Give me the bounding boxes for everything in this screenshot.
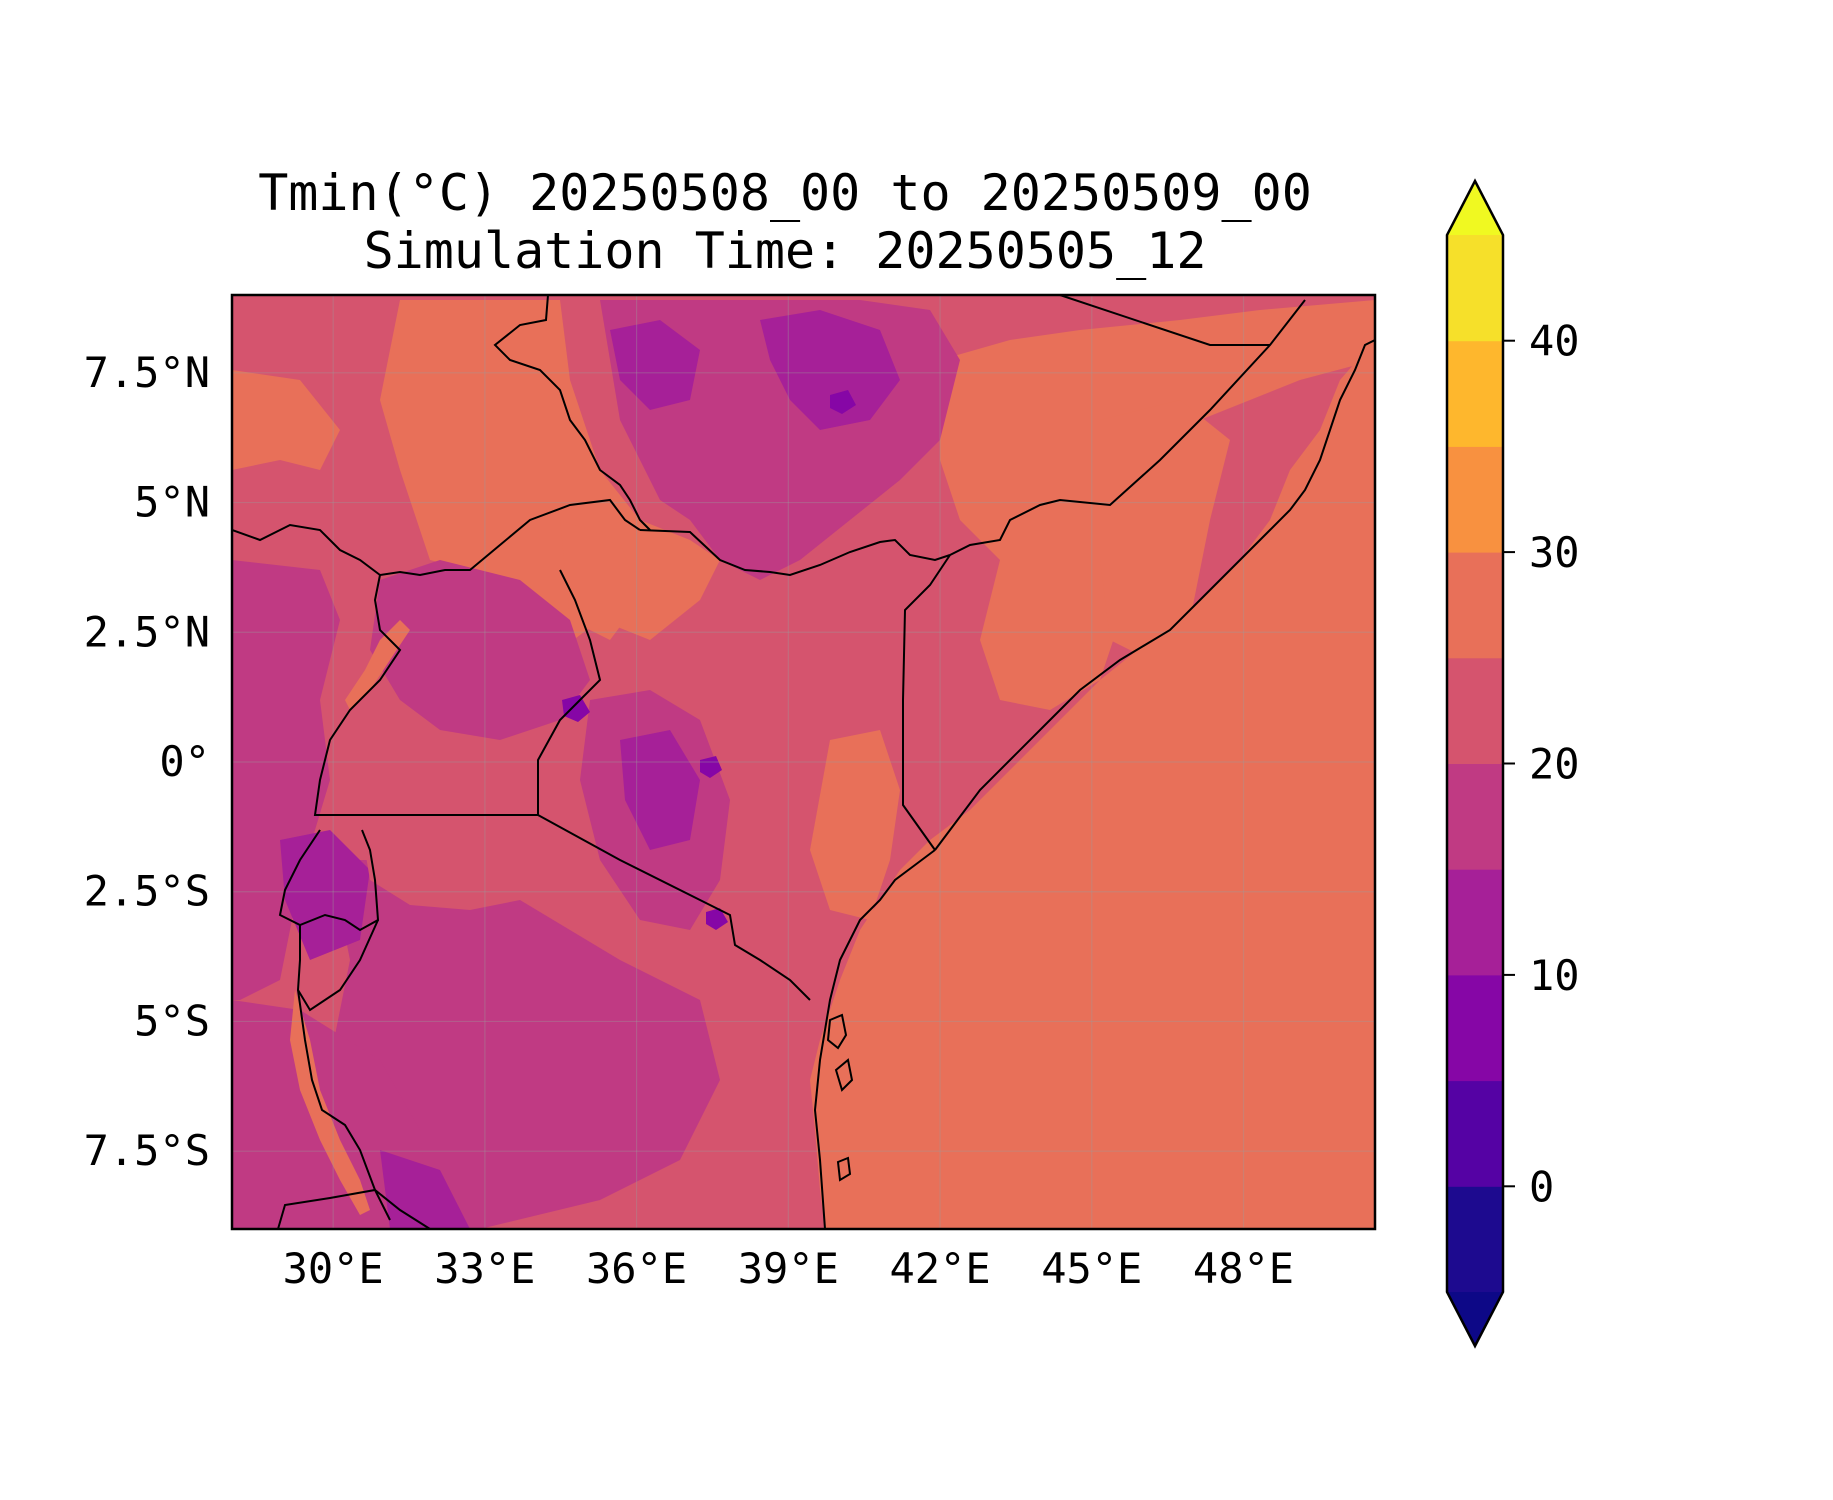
lon-tick-label: 45°E bbox=[1041, 1244, 1142, 1293]
border-tanganyika-west bbox=[297, 989, 391, 1221]
warm-zone-kenya-east bbox=[810, 730, 900, 920]
map-grid bbox=[232, 295, 1375, 1229]
border-sudan-south-sudan bbox=[493, 295, 651, 531]
colorbar-band bbox=[1447, 446, 1503, 553]
cold-pocket-kenya-mt bbox=[700, 756, 722, 778]
longitude-tick-labels: 30°E 33°E 36°E 39°E 42°E 45°E 48°E bbox=[283, 1244, 1295, 1293]
cool-zone-west bbox=[232, 560, 340, 1000]
lat-tick-label: 7.5°S bbox=[84, 1126, 210, 1175]
lon-tick-label: 36°E bbox=[586, 1244, 687, 1293]
lat-tick-label: 5°N bbox=[134, 478, 210, 527]
cold-pocket-kenya bbox=[620, 730, 700, 850]
border-kenya-somalia bbox=[902, 554, 951, 851]
colorbar-band bbox=[1447, 1186, 1503, 1293]
colorbar-band bbox=[1447, 552, 1503, 659]
colorbar-band bbox=[1447, 974, 1503, 1082]
colorbar-band bbox=[1447, 235, 1503, 342]
colorbar-band bbox=[1447, 1080, 1503, 1187]
cold-pocket-ethiopia bbox=[760, 310, 900, 430]
warm-zone-uganda-north bbox=[560, 520, 640, 640]
country-borders bbox=[232, 295, 1375, 1229]
colorbar-under-extension bbox=[1447, 1292, 1503, 1346]
lon-tick-label: 42°E bbox=[889, 1244, 990, 1293]
map-panel bbox=[232, 295, 1375, 1229]
title-line-1: Tmin(°C) 20250508_00 to 20250509_00 bbox=[258, 164, 1312, 222]
colorbar bbox=[1445, 178, 1505, 1349]
zanzibar-island bbox=[826, 1013, 848, 1050]
latitude-tick-labels: 7.5°N 5°N 2.5°N 0° 2.5°S 5°S 7.5°S bbox=[84, 348, 210, 1175]
lon-tick-label: 33°E bbox=[434, 1244, 535, 1293]
warm-zone-west bbox=[232, 370, 340, 470]
colorbar-tick-label: 30 bbox=[1529, 528, 1580, 577]
lat-tick-label: 2.5°N bbox=[84, 607, 210, 656]
border-somalia-coast bbox=[934, 339, 1375, 851]
border-burundi-tanzania bbox=[296, 919, 379, 1012]
border-ethiopia-somalia bbox=[949, 299, 1306, 556]
lat-tick-label: 5°S bbox=[134, 996, 210, 1045]
border-south-sudan-uganda bbox=[232, 498, 641, 577]
colorbar-tick-label: 10 bbox=[1529, 951, 1580, 1000]
colorbar-tick-label: 0 bbox=[1529, 1162, 1554, 1211]
colorbar-tick-labels: 0 10 20 30 40 bbox=[1503, 317, 1580, 1211]
title-line-2: Simulation Time: 20250505_12 bbox=[364, 222, 1207, 280]
lake-tanganyika bbox=[290, 990, 370, 1215]
cold-pocket-ethiopia-2 bbox=[610, 320, 700, 410]
colorbar-tick-label: 40 bbox=[1529, 317, 1580, 366]
warm-zone-east-ethiopia bbox=[940, 300, 1375, 710]
cold-pocket-mbale bbox=[562, 695, 590, 722]
temperature-field bbox=[232, 300, 1375, 1229]
indian-ocean bbox=[810, 340, 1375, 1229]
border-ethiopia-kenya bbox=[639, 529, 951, 577]
cold-pocket-rwanda bbox=[280, 830, 370, 960]
border-kenya-coast bbox=[813, 849, 936, 1229]
map-frame bbox=[230, 293, 1377, 1231]
lake-victoria bbox=[360, 810, 540, 910]
cool-zone-tanzania bbox=[330, 860, 720, 1229]
colorbar-over-extension bbox=[1447, 181, 1503, 235]
mafia-island bbox=[836, 1156, 852, 1182]
warm-zone-ogaden bbox=[1100, 400, 1230, 660]
cold-pocket-kilimanjaro bbox=[706, 908, 728, 930]
colorbar-outline bbox=[1445, 178, 1505, 1349]
colorbar-band bbox=[1447, 763, 1503, 870]
cool-zone-uganda bbox=[370, 560, 590, 740]
cold-pocket-simien bbox=[830, 390, 856, 414]
border-zambia-malawi bbox=[277, 1188, 431, 1229]
border-kenya-tanzania bbox=[537, 814, 811, 1001]
border-somaliland bbox=[1059, 295, 1270, 346]
pemba-island bbox=[834, 1058, 854, 1092]
lat-tick-label: 2.5°S bbox=[84, 867, 210, 916]
colorbar-band bbox=[1447, 869, 1503, 976]
lon-tick-label: 30°E bbox=[283, 1244, 384, 1293]
border-rwanda-burundi bbox=[278, 829, 380, 932]
cool-zone-southwest bbox=[232, 1000, 430, 1229]
lon-tick-label: 39°E bbox=[738, 1244, 839, 1293]
colorbar-tick-label: 20 bbox=[1529, 740, 1580, 789]
colorbar-band bbox=[1447, 340, 1503, 447]
lat-tick-label: 7.5°N bbox=[84, 348, 210, 397]
border-uganda-kenya bbox=[537, 569, 602, 815]
lat-tick-label: 0° bbox=[159, 737, 210, 786]
warm-zone-south-sudan bbox=[380, 300, 720, 650]
colorbar-band bbox=[1447, 657, 1503, 764]
cold-pocket-malawi bbox=[380, 1150, 470, 1229]
border-drc-uganda bbox=[313, 574, 402, 816]
lon-tick-label: 48°E bbox=[1193, 1244, 1294, 1293]
